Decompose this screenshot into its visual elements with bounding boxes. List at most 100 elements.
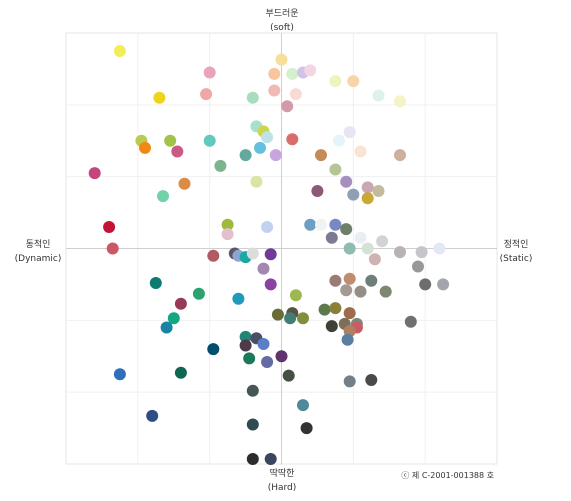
data-point [315, 218, 327, 231]
axis-label-bottom-ko: 딱딱한 [270, 468, 295, 479]
data-point [394, 246, 406, 259]
data-point [347, 75, 360, 88]
data-point [379, 285, 392, 298]
data-point [289, 289, 302, 302]
data-point [250, 175, 263, 188]
data-point [160, 321, 173, 334]
axis-label-bottom-en: (Hard) [268, 483, 297, 493]
data-point [164, 134, 177, 147]
axis-label-right-ko: 정적인 [504, 238, 529, 250]
data-point [325, 231, 338, 244]
data-point [289, 88, 302, 101]
data-point [157, 190, 169, 203]
data-point [286, 67, 299, 80]
data-point [437, 278, 450, 291]
data-point [368, 253, 381, 266]
data-point [394, 95, 406, 108]
data-point [200, 88, 213, 101]
data-point [361, 192, 374, 205]
data-point [404, 315, 417, 328]
data-point [214, 159, 227, 172]
data-point [365, 374, 378, 386]
data-point [394, 149, 406, 162]
data-point [171, 145, 184, 158]
data-point [254, 141, 266, 154]
data-point [246, 418, 259, 431]
data-point [297, 399, 309, 412]
data-point [343, 272, 356, 285]
data-point [297, 312, 309, 325]
data-point [343, 307, 356, 320]
data-point [433, 242, 446, 255]
data-point [174, 297, 187, 310]
data-point [106, 242, 119, 255]
data-point [284, 312, 297, 325]
data-point [207, 343, 220, 356]
data-point [239, 149, 252, 162]
data-point [354, 231, 367, 244]
data-point [340, 284, 353, 297]
data-point [239, 339, 252, 352]
data-point [286, 133, 299, 146]
data-point [340, 175, 353, 188]
data-point [239, 330, 252, 343]
data-point [318, 303, 331, 316]
data-point [361, 181, 374, 194]
data-point [113, 368, 126, 381]
data-point [203, 134, 216, 147]
data-point [264, 278, 277, 291]
data-point [372, 89, 385, 102]
data-point [243, 352, 256, 365]
data-point [221, 218, 234, 231]
data-point [232, 292, 245, 305]
data-point [174, 366, 187, 379]
data-point [268, 84, 281, 97]
data-point [412, 260, 424, 273]
data-point [203, 66, 216, 79]
data-point [415, 246, 428, 259]
data-point [343, 126, 356, 139]
data-point [282, 369, 295, 382]
data-point [192, 287, 205, 300]
data-point [146, 409, 159, 422]
data-point [304, 218, 317, 231]
data-point [261, 221, 274, 233]
data-point [246, 453, 259, 465]
data-point [113, 45, 126, 57]
axis-label-left-en: (Dynamic) [15, 254, 62, 264]
data-point [325, 320, 338, 333]
data-point [372, 185, 385, 197]
data-point [268, 67, 281, 80]
data-point [246, 247, 259, 260]
axis-label-left-ko: 동적인 [26, 238, 51, 250]
data-point [257, 338, 270, 350]
data-point [311, 185, 324, 197]
data-point [329, 274, 342, 287]
data-point [365, 274, 378, 287]
data-point [329, 163, 342, 176]
data-point [315, 149, 327, 162]
data-point [340, 223, 353, 236]
data-point [275, 53, 288, 66]
data-point [264, 248, 277, 261]
data-point [139, 141, 151, 154]
data-point [257, 262, 270, 275]
data-point [329, 75, 342, 88]
data-points [88, 45, 450, 465]
data-point [264, 453, 277, 465]
data-point [419, 278, 432, 291]
data-point [329, 302, 342, 315]
axis-label-right-en: (Static) [500, 254, 533, 264]
data-point [271, 308, 284, 321]
data-point [341, 333, 354, 346]
data-point [354, 145, 367, 158]
data-point [261, 131, 274, 144]
data-point [329, 218, 342, 231]
data-point [376, 235, 389, 248]
data-point [333, 134, 345, 147]
data-point [149, 277, 162, 289]
copyright-text: ⓒ 제 C-2001-001388 호 [401, 471, 494, 480]
data-point [178, 177, 191, 190]
data-point [300, 422, 313, 435]
